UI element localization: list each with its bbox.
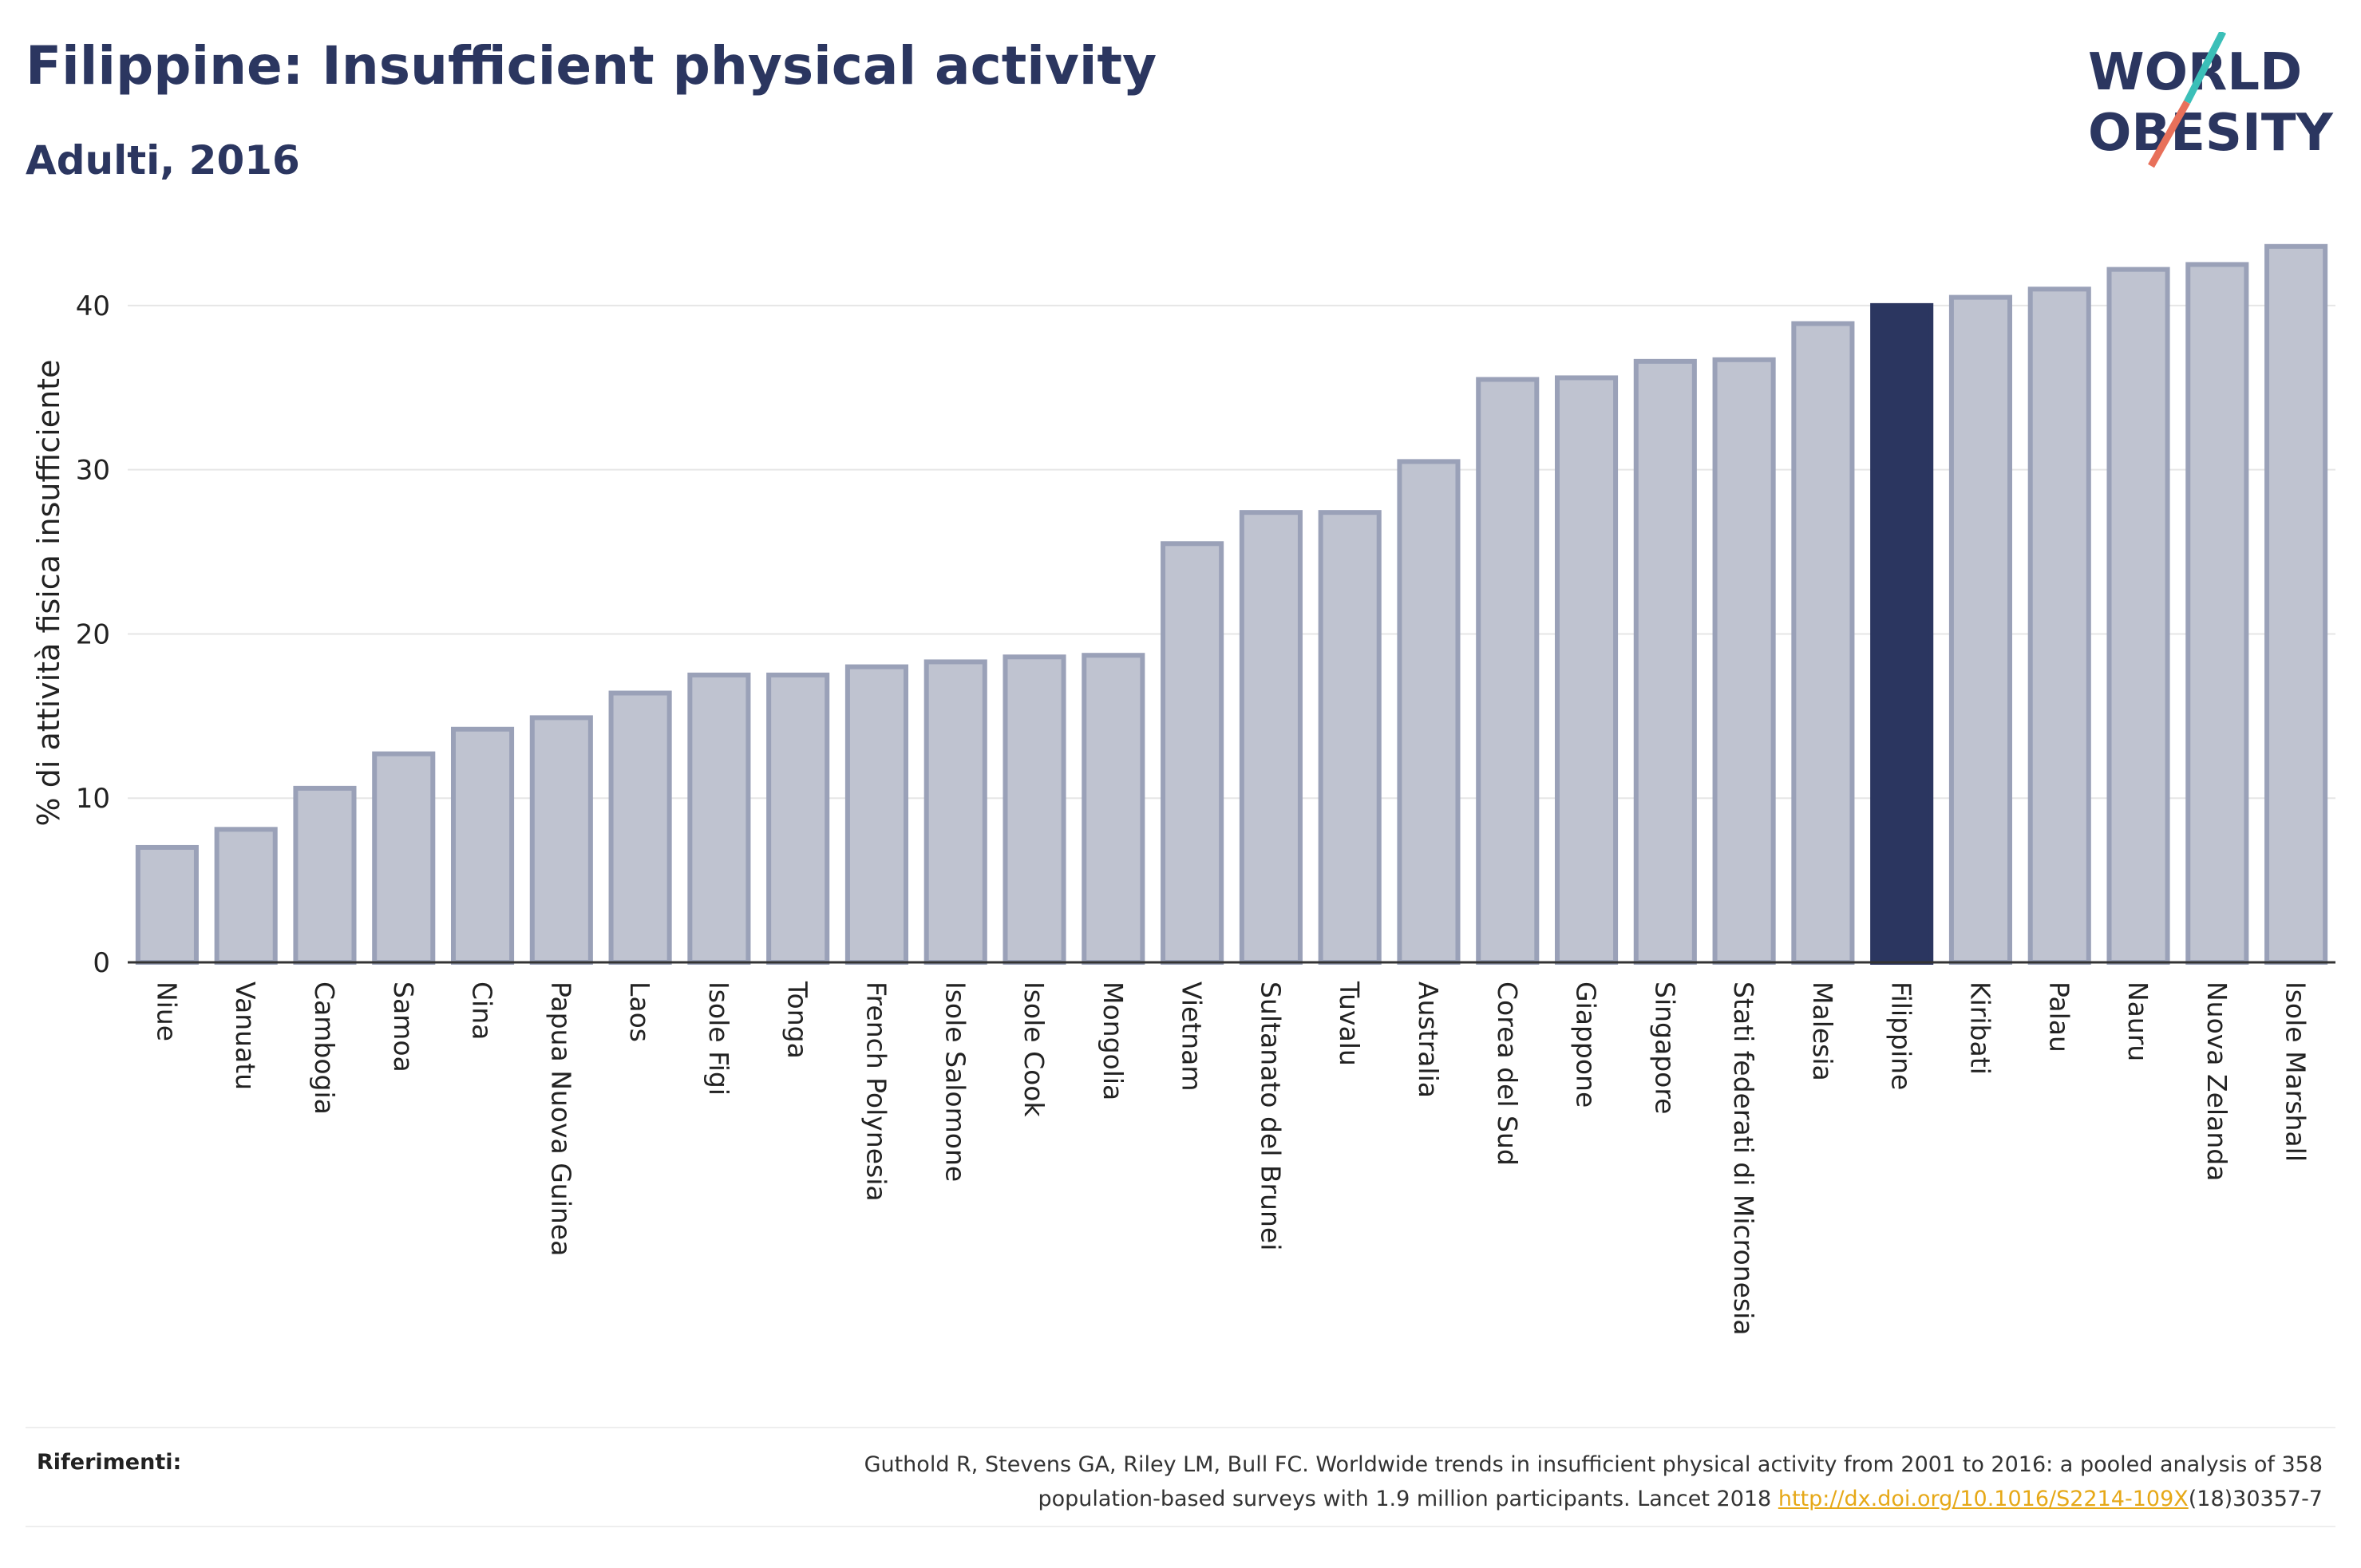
bar [844, 664, 909, 965]
x-tick-label: Stati federati di Micronesia [1728, 981, 1759, 1336]
bar [1397, 459, 1461, 965]
x-tick-label: French Polynesia [860, 981, 892, 1202]
x-tick-label: Singapore [1649, 981, 1680, 1114]
bar [2264, 243, 2328, 965]
references-line-2: population-based surveys with 1.9 millio… [647, 1482, 2323, 1516]
bar-chart: 0 10 20 30 40 Niue Vanuatu Cambogia Samoa Cina Pap… [31, 243, 2335, 1336]
bar [372, 751, 436, 965]
references-line-1: Guthold R, Stevens GA, Riley LM, Bull FC… [864, 1452, 2323, 1477]
x-tick-label: Corea del Sud [1492, 981, 1523, 1166]
x-tick-label: Cambogia [309, 981, 340, 1115]
x-tick-label: Papua Nuova Guinea [545, 981, 576, 1256]
x-tick-label: Niue [151, 981, 182, 1041]
references-text: Guthold R, Stevens GA, Riley LM, Bull FC… [647, 1448, 2323, 1516]
references-line-2-pre: population-based surveys with 1.9 millio… [1038, 1487, 1778, 1511]
bar [293, 785, 357, 965]
x-tick-label: Isole Marshall [2280, 981, 2312, 1162]
bar [687, 672, 751, 966]
x-tick-label: Isole Figi [703, 981, 734, 1096]
bar [2106, 267, 2170, 965]
x-tick-label: Laos [624, 981, 655, 1042]
bar [1633, 358, 1697, 965]
x-tick-label: Vanuatu [230, 981, 261, 1090]
bar [135, 844, 199, 966]
y-axis-label: % di attività fisica insufficiente [31, 360, 66, 827]
x-tick-label: Isole Salomone [939, 981, 971, 1182]
references-label: Riferimenti: [37, 1450, 182, 1475]
references-divider-bottom [26, 1526, 2335, 1527]
x-tick-label: Filippine [1886, 981, 1917, 1090]
x-tick-label: Australia [1413, 981, 1444, 1098]
bar [1318, 510, 1382, 965]
x-tick-label: Nauru [2122, 981, 2153, 1061]
x-tick-label: Samoa [388, 981, 419, 1072]
x-tick-label: Cina [467, 981, 498, 1040]
x-tick-label: Mongolia [1097, 981, 1129, 1100]
x-tick-label: Vietnam [1177, 981, 1208, 1092]
bar [1476, 377, 1540, 965]
bar [1003, 654, 1066, 966]
bar [766, 672, 830, 966]
bar [1082, 653, 1145, 965]
references-divider-top [26, 1427, 2335, 1428]
y-tick-label: 30 [76, 455, 110, 487]
y-tick-label: 40 [76, 290, 110, 322]
y-tick-label: 0 [93, 947, 110, 979]
x-tick-label: Isole Cook [1018, 981, 1050, 1117]
x-tick-label: Kiribati [1964, 981, 1995, 1075]
bar [1161, 541, 1224, 965]
x-tick-label: Giappone [1571, 981, 1602, 1108]
x-tick-label: Sultanato del Brunei [1255, 981, 1286, 1250]
bar [1948, 294, 2013, 966]
chart-title: Filippine: Insufficient physical activit… [26, 35, 1157, 97]
bar [214, 827, 278, 965]
bar-highlighted [1870, 302, 1934, 965]
bar [923, 659, 987, 966]
bar [1712, 357, 1776, 966]
logo-slash-teal [2183, 32, 2227, 105]
x-tick-label: Nuova Zelanda [2201, 981, 2232, 1181]
references-doi-link[interactable]: http://dx.doi.org/10.1016/S2214-109X [1778, 1487, 2189, 1511]
bar [450, 726, 515, 965]
x-tick-label: Palau [2043, 981, 2074, 1053]
bar [1554, 375, 1619, 966]
bar [529, 715, 593, 965]
bar [608, 690, 672, 965]
x-tick-label: Tonga [782, 981, 813, 1059]
bar [2185, 262, 2249, 965]
bar [2027, 286, 2091, 965]
x-tick-label: Tuvalu [1334, 981, 1365, 1066]
bar [1239, 510, 1303, 965]
x-tick-label: Malesia [1807, 981, 1838, 1081]
y-tick-label: 10 [76, 783, 110, 815]
chart-subtitle: Adulti, 2016 [26, 137, 300, 184]
logo-slash-red [2148, 100, 2190, 168]
y-tick-label: 20 [76, 618, 110, 650]
logo-text-obesity: OBESITY [2088, 104, 2333, 163]
bar [1791, 321, 1855, 966]
world-obesity-logo: WORLD OBESITY [2088, 32, 2333, 168]
references-line-2-post: (18)30357-7 [2188, 1487, 2323, 1511]
